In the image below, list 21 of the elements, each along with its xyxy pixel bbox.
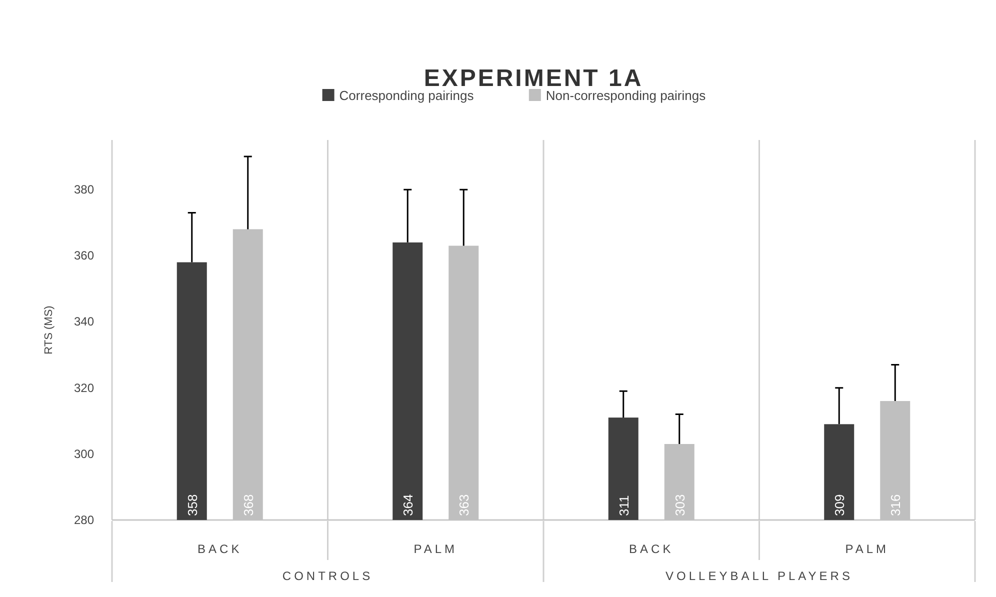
y-tick-label: 360 xyxy=(74,248,94,263)
text: CONTROLS xyxy=(282,569,374,583)
y-tick-label: 320 xyxy=(74,380,94,395)
data-label: 311 xyxy=(616,495,632,516)
y-tick-label: 340 xyxy=(74,314,94,329)
x-tick-label: BACK xyxy=(629,542,674,556)
x-tick-label: PALM xyxy=(845,542,890,556)
x-tick-label: BACK xyxy=(198,542,242,556)
data-label: 363 xyxy=(456,494,472,516)
text: VOLLEYBALL PLAYERS xyxy=(666,569,853,583)
y-tick-label: 280 xyxy=(74,513,94,527)
y-tick-label: 380 xyxy=(74,182,94,197)
y-tick-label: 300 xyxy=(74,446,94,461)
data-label: 303 xyxy=(672,494,688,516)
data-label: 368 xyxy=(240,494,256,516)
data-label: 364 xyxy=(400,494,416,516)
y-axis-title: RTS (MS) xyxy=(43,306,55,354)
data-label: 309 xyxy=(832,494,848,516)
data-label: 316 xyxy=(888,494,904,516)
x-tick-label: PALM xyxy=(414,542,458,556)
data-label: 358 xyxy=(184,494,200,516)
